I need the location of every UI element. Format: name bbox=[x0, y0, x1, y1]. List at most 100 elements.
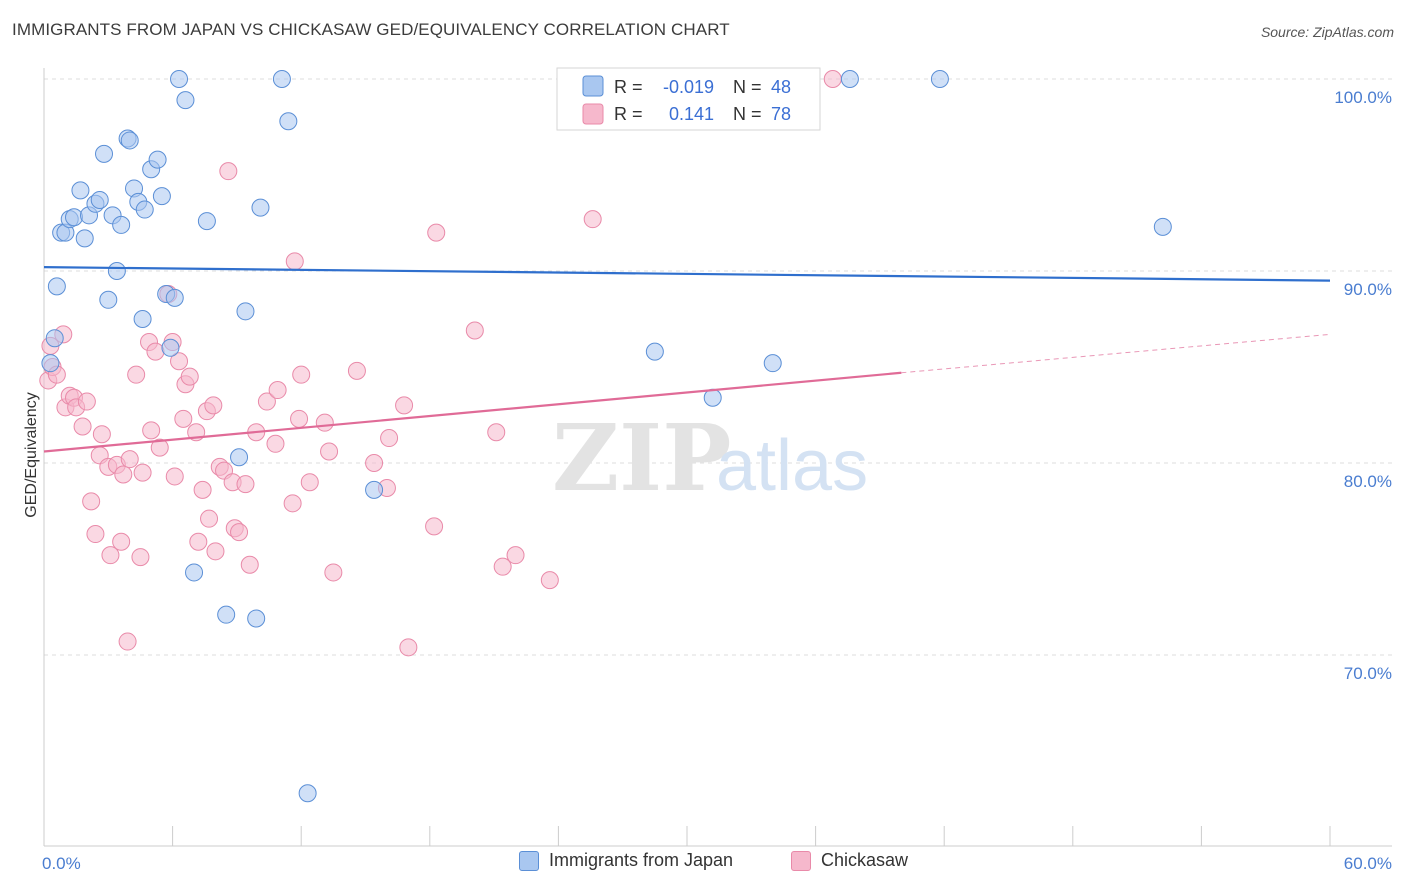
legend-r-label-chickasaw: R = bbox=[614, 104, 643, 124]
japan-point bbox=[148, 150, 167, 169]
japan-point bbox=[645, 342, 664, 361]
chickasaw-point bbox=[73, 417, 92, 436]
chickasaw-point bbox=[290, 409, 309, 428]
legend-swatch-chickasaw-bottom bbox=[791, 850, 811, 871]
chickasaw-point bbox=[146, 342, 165, 361]
y-tick-label-90: 90.0% bbox=[1344, 280, 1392, 299]
chickasaw-point bbox=[506, 546, 525, 565]
japan-point bbox=[161, 338, 180, 357]
chickasaw-point bbox=[315, 413, 334, 432]
tick-labels: 70.0% 80.0% 90.0% 100.0% 0.0% 60.0% bbox=[42, 88, 1392, 873]
chickasaw-point bbox=[427, 223, 446, 242]
legend-n-value-japan: 48 bbox=[771, 77, 791, 97]
source-label: Source: ZipAtlas.com bbox=[1260, 24, 1394, 40]
chickasaw-point bbox=[127, 365, 146, 384]
legend-swatch-japan-bottom bbox=[519, 850, 539, 871]
trend-line-chickasaw bbox=[43, 371, 902, 453]
japan-point bbox=[1153, 217, 1172, 236]
japan-point bbox=[170, 70, 189, 88]
japan-point bbox=[41, 354, 60, 373]
chickasaw-point bbox=[180, 367, 199, 386]
x-tick-label-0: 0.0% bbox=[42, 854, 81, 873]
chickasaw-point bbox=[493, 557, 512, 576]
chickasaw-point bbox=[170, 352, 189, 371]
chart-title: IMMIGRANTS FROM JAPAN VS CHICKASAW GED/E… bbox=[12, 20, 730, 39]
legend-item-chickasaw: Chickasaw bbox=[791, 850, 908, 871]
legend-bottom: Immigrants from Japan Chickasaw bbox=[0, 850, 1406, 880]
japan-point bbox=[165, 288, 184, 307]
chickasaw-point bbox=[324, 563, 343, 582]
chickasaw-point bbox=[118, 632, 137, 651]
legend-r-label-japan: R = bbox=[614, 77, 643, 97]
chickasaw-point bbox=[193, 480, 212, 499]
chickasaw-point bbox=[365, 454, 384, 472]
chickasaw-point bbox=[230, 523, 249, 542]
japan-point bbox=[230, 448, 249, 467]
japan-point bbox=[112, 215, 131, 234]
japan-point bbox=[47, 277, 66, 296]
chickasaw-point bbox=[300, 473, 319, 492]
japan-point bbox=[185, 563, 204, 582]
chickasaw-point bbox=[285, 252, 304, 271]
legend-r-value-japan: -0.019 bbox=[663, 77, 714, 97]
series-chickasaw-points bbox=[39, 70, 842, 657]
chickasaw-point bbox=[399, 638, 418, 657]
chickasaw-point bbox=[268, 381, 287, 400]
chickasaw-point bbox=[583, 210, 602, 229]
chickasaw-point bbox=[465, 321, 484, 340]
chickasaw-point bbox=[283, 494, 302, 513]
japan-point bbox=[298, 784, 317, 803]
chickasaw-point bbox=[92, 425, 111, 444]
japan-point bbox=[71, 181, 90, 200]
watermark-atlas: atlas bbox=[716, 426, 868, 506]
chickasaw-point bbox=[257, 392, 276, 411]
japan-point bbox=[930, 70, 949, 88]
trend-line-japan bbox=[43, 266, 1331, 282]
chickasaw-point bbox=[114, 465, 133, 484]
japan-point bbox=[217, 605, 236, 624]
chickasaw-point bbox=[86, 525, 105, 544]
chickasaw-point bbox=[189, 532, 208, 551]
legend-label-japan: Immigrants from Japan bbox=[549, 850, 734, 870]
chickasaw-point bbox=[112, 532, 131, 551]
chickasaw-point bbox=[240, 555, 259, 574]
japan-point bbox=[247, 609, 266, 628]
legend-n-value-chickasaw: 78 bbox=[771, 104, 791, 124]
japan-point bbox=[176, 91, 195, 110]
chickasaw-point bbox=[823, 70, 842, 88]
chickasaw-point bbox=[236, 475, 255, 494]
chickasaw-point bbox=[292, 365, 311, 384]
chickasaw-point bbox=[540, 571, 559, 590]
series-japan-points bbox=[41, 70, 1172, 803]
japan-point bbox=[135, 200, 154, 219]
chickasaw-point bbox=[320, 442, 339, 461]
chickasaw-point bbox=[206, 542, 225, 561]
y-tick-label-100: 100.0% bbox=[1334, 88, 1392, 107]
chickasaw-point bbox=[142, 421, 161, 440]
japan-point bbox=[365, 480, 384, 499]
axes bbox=[43, 68, 1392, 847]
legend-swatch-chickasaw bbox=[582, 103, 604, 125]
watermark: ZIP atlas bbox=[552, 404, 868, 512]
trend-line-chickasaw-extension bbox=[901, 333, 1331, 374]
chickasaw-point bbox=[131, 548, 150, 567]
japan-point bbox=[45, 329, 64, 348]
legend-n-label-japan: N = bbox=[733, 77, 762, 97]
legend-item-japan: Immigrants from Japan bbox=[519, 850, 733, 871]
legend-swatch-japan bbox=[582, 75, 604, 97]
chickasaw-point bbox=[395, 396, 414, 415]
chickasaw-point bbox=[266, 434, 285, 453]
legend-r-value-chickasaw: 0.141 bbox=[669, 104, 714, 124]
chickasaw-point bbox=[77, 392, 96, 411]
chickasaw-point bbox=[425, 517, 444, 536]
japan-point bbox=[763, 354, 782, 373]
chickasaw-point bbox=[219, 162, 238, 181]
japan-point bbox=[236, 302, 255, 321]
grid-lines bbox=[44, 78, 1392, 656]
y-tick-label-70: 70.0% bbox=[1344, 664, 1392, 683]
japan-point bbox=[65, 208, 84, 227]
chickasaw-point bbox=[200, 509, 219, 528]
x-tick-label-60: 60.0% bbox=[1344, 854, 1392, 873]
y-tick-label-80: 80.0% bbox=[1344, 472, 1392, 491]
